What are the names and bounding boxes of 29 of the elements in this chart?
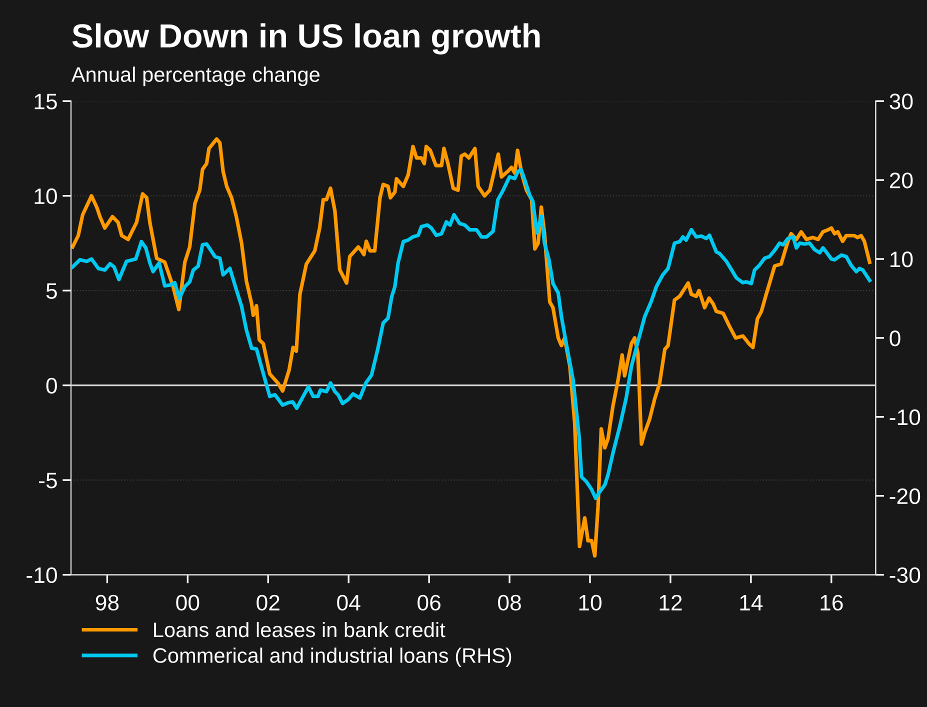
- y2-tick-label: 20: [890, 172, 913, 188]
- y-tick-label: -5: [39, 472, 57, 488]
- y2-tick-label: -10: [890, 409, 920, 426]
- x-tick-label: 00: [176, 594, 200, 611]
- x-tick-label: 14: [740, 595, 763, 610]
- y-tick-label: -10: [26, 567, 57, 584]
- line-series: [71, 168, 872, 500]
- x-tick-label: 10: [579, 594, 602, 611]
- y2-tick-label: 30: [890, 94, 913, 110]
- y-tick-label: 10: [34, 188, 57, 204]
- x-tick-label: 04: [337, 594, 360, 611]
- y-tick-label: 5: [46, 283, 57, 299]
- y-tick-label: 15: [34, 94, 57, 110]
- y2-tick-label: 10: [890, 252, 913, 268]
- y-tick-label: 0: [46, 378, 57, 394]
- x-tick-label: 08: [498, 594, 521, 611]
- x-tick-label: 06: [418, 594, 440, 611]
- legend-label: Commerical and industrial loans (RHS): [153, 648, 512, 668]
- y2-tick-label: -20: [890, 488, 920, 504]
- chart-subtitle: Annual percentage change: [71, 66, 320, 86]
- legend-label: Loans and leases in bank credit: [154, 622, 446, 638]
- y2-tick-label: 0: [890, 330, 900, 346]
- y2-tick-label: -30: [890, 567, 920, 584]
- chart-title: Slow Down in US loan growth: [72, 23, 540, 54]
- x-tick-label: 98: [96, 594, 119, 611]
- x-tick-label: 12: [660, 594, 682, 610]
- x-tick-label: 16: [820, 594, 843, 611]
- line-series: [71, 137, 872, 558]
- x-tick-label: 02: [256, 594, 280, 611]
